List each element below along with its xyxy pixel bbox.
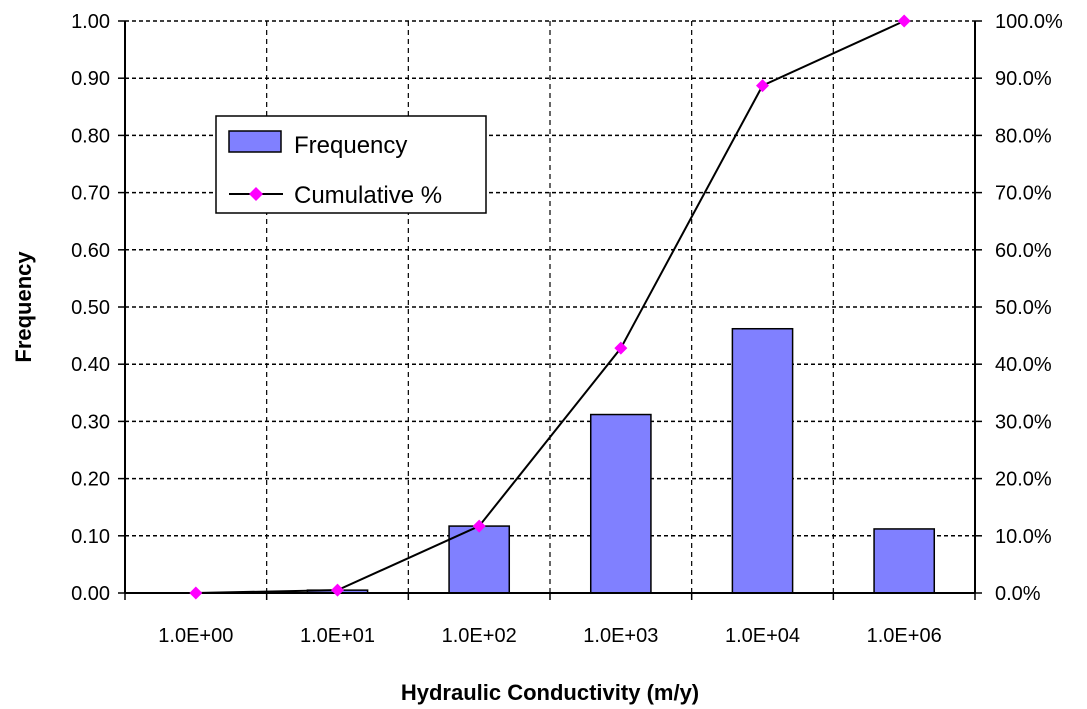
legend-frequency-label: Frequency	[294, 132, 407, 159]
cumulative-point	[189, 586, 203, 600]
x-tick-label: 1.0E+01	[300, 625, 375, 647]
cumulative-point	[897, 14, 911, 28]
y2-tick-label: 80.0%	[995, 125, 1052, 147]
y2-tick-label: 50.0%	[995, 297, 1052, 319]
y-tick-label: 0.80	[71, 125, 110, 147]
y-tick-label: 0.90	[71, 68, 110, 90]
legend-frequency-swatch	[228, 130, 282, 153]
x-axis-title: Hydraulic Conductivity (m/y)	[401, 680, 699, 705]
y-tick-label: 0.50	[71, 297, 110, 319]
frequency-bars	[306, 327, 936, 594]
y2-tick-label: 0.0%	[995, 583, 1041, 605]
tick-labels: 0.00 0.10 0.20 0.30 0.40 0.50 0.60 0.70 0.80 0.90…	[71, 11, 1063, 647]
x-tick-label: 1.0E+03	[583, 625, 658, 647]
y2-tick-label: 90.0%	[995, 68, 1052, 90]
y2-tick-label: 70.0%	[995, 183, 1052, 205]
cumulative-series-line	[195, 20, 905, 594]
x-tick-label: 1.0E+04	[725, 625, 800, 647]
frequency-bar	[731, 327, 794, 594]
y-tick-label: 1.00	[71, 11, 110, 33]
y-tick-label: 0.70	[71, 183, 110, 205]
cumulative-point	[472, 519, 486, 533]
y-tick-label: 0.40	[71, 354, 110, 376]
y-tick-label: 0.60	[71, 240, 110, 262]
y2-tick-label: 40.0%	[995, 354, 1052, 376]
cumulative-point	[614, 341, 628, 355]
axes	[118, 20, 982, 600]
legend-cumulative-marker	[249, 187, 263, 201]
frequency-bar	[589, 413, 652, 594]
legend-cumulative-label: Cumulative %	[294, 182, 442, 209]
y-tick-label: 0.20	[71, 469, 110, 491]
cumulative-point	[756, 79, 769, 93]
legend: Frequency Cumulative %	[215, 115, 487, 214]
y-tick-label: 0.30	[71, 411, 110, 433]
gridlines	[125, 20, 975, 593]
y2-tick-label: 30.0%	[995, 411, 1052, 433]
y-axis-title: Frequency	[11, 251, 36, 363]
x-tick-label: 1.0E+00	[158, 625, 233, 647]
y-tick-label: 0.00	[71, 583, 110, 605]
frequency-bar	[873, 528, 936, 594]
x-tick-label: 1.0E+06	[867, 625, 942, 647]
y2-tick-label: 10.0%	[995, 526, 1052, 548]
x-tick-label: 1.0E+02	[442, 625, 517, 647]
y-tick-label: 0.10	[71, 526, 110, 548]
y2-tick-label: 60.0%	[995, 240, 1052, 262]
cumulative-point	[331, 583, 344, 597]
y2-tick-label: 20.0%	[995, 469, 1052, 491]
y2-tick-label: 100.0%	[995, 11, 1063, 33]
cumulative-line	[189, 14, 911, 600]
